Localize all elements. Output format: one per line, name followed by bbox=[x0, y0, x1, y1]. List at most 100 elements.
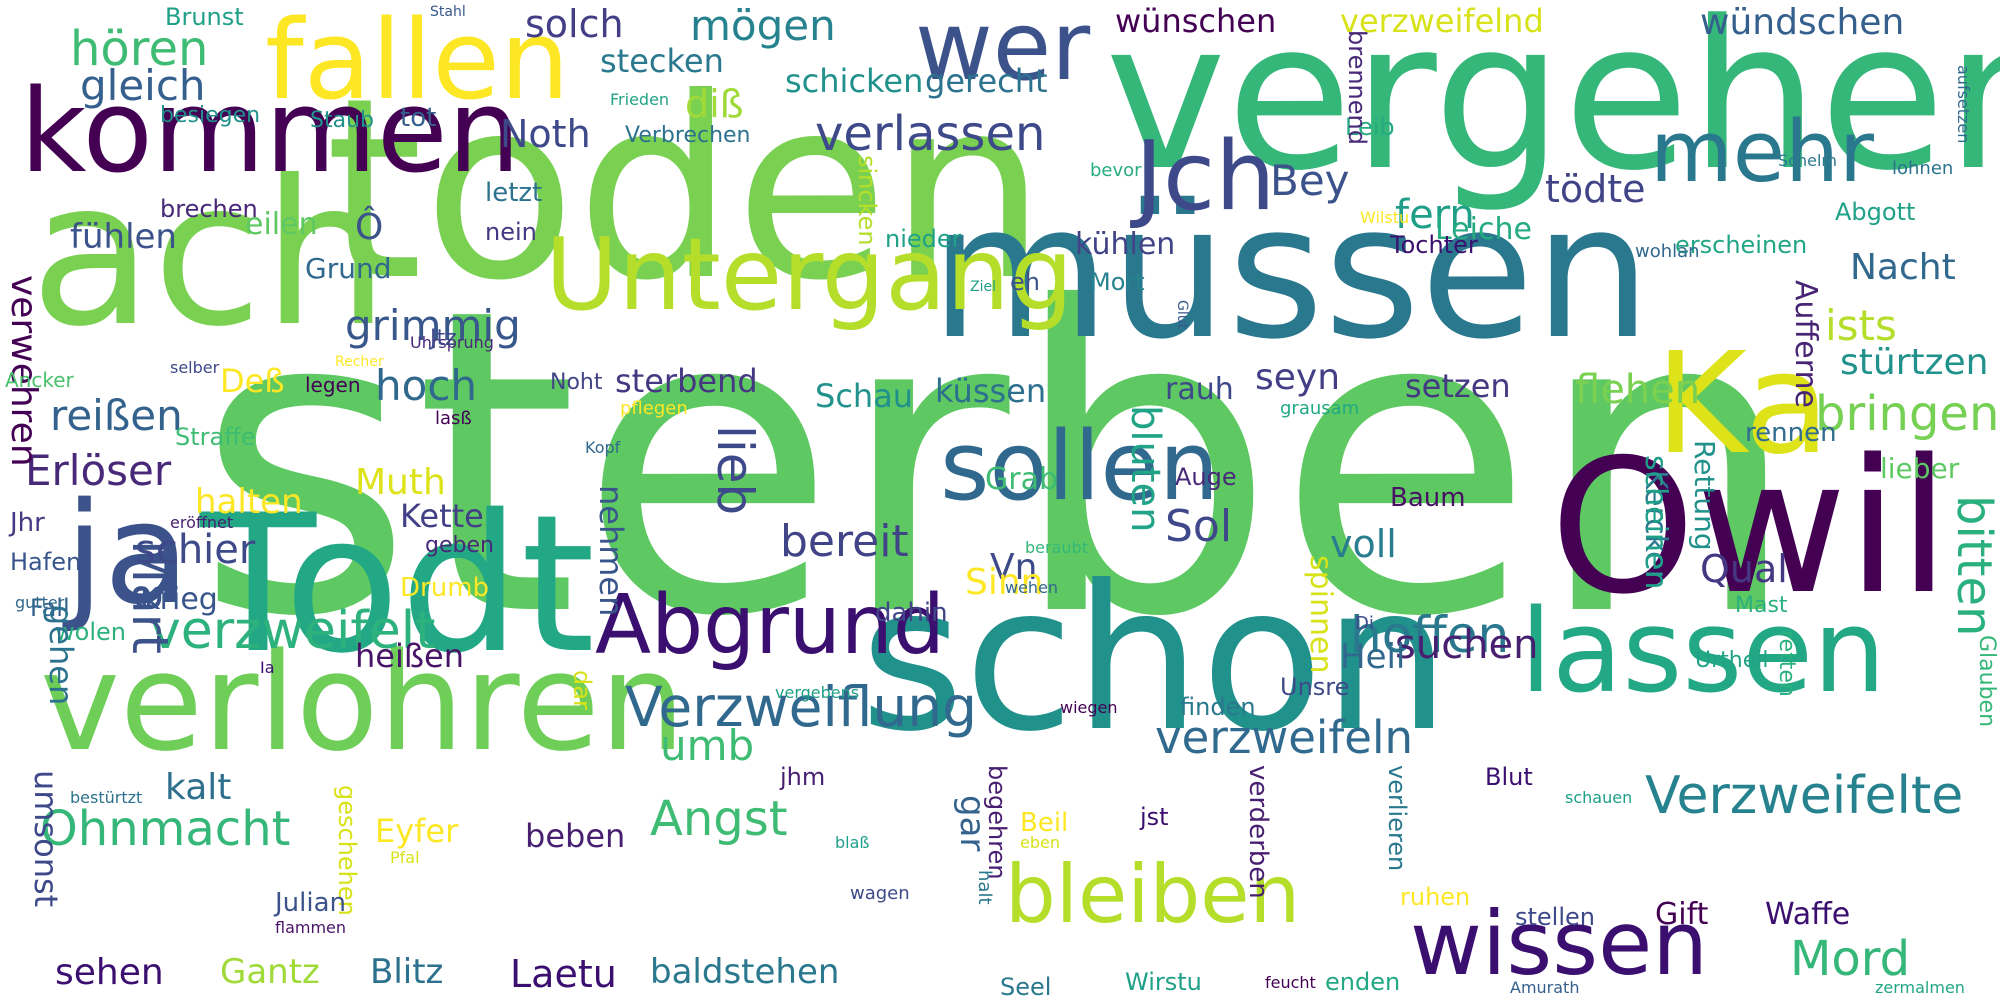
cloud-word: retten bbox=[1774, 630, 1799, 697]
cloud-word: voll bbox=[1330, 522, 1397, 566]
cloud-word: Straffe bbox=[175, 423, 256, 451]
cloud-word: enden bbox=[1325, 968, 1401, 996]
cloud-word: seyn bbox=[1255, 357, 1341, 398]
cloud-word: verlassen bbox=[815, 106, 1046, 162]
cloud-word: lieb bbox=[706, 425, 764, 516]
cloud-word: Seel bbox=[1000, 973, 1052, 1000]
cloud-word: gleich bbox=[80, 61, 206, 110]
cloud-word: feucht bbox=[1265, 973, 1316, 992]
cloud-word: bereit bbox=[780, 516, 909, 567]
cloud-word: fühlen bbox=[70, 217, 177, 257]
cloud-word: Abgott bbox=[1835, 198, 1916, 226]
cloud-word: Mort bbox=[1090, 268, 1145, 296]
cloud-word: Brunst bbox=[165, 3, 244, 31]
cloud-word: schauen bbox=[1565, 788, 1633, 807]
cloud-word: blaß bbox=[835, 833, 870, 852]
cloud-word: Waffe bbox=[1765, 897, 1851, 932]
cloud-word: Untergang bbox=[545, 216, 1074, 333]
cloud-word: Auge bbox=[1175, 463, 1237, 491]
cloud-word: mögen bbox=[690, 1, 836, 50]
cloud-word: Abgrund bbox=[595, 578, 945, 673]
cloud-word: Erlöser bbox=[25, 446, 172, 495]
cloud-word: eben bbox=[1020, 833, 1060, 852]
cloud-word: Fall bbox=[30, 594, 70, 622]
cloud-word: dahin bbox=[875, 598, 948, 628]
cloud-word: Laetu bbox=[510, 952, 617, 996]
cloud-word: halt bbox=[974, 870, 995, 905]
cloud-word: Noth bbox=[500, 112, 591, 156]
cloud-word: spinnen bbox=[1303, 555, 1338, 674]
cloud-word: Tochter bbox=[1390, 231, 1478, 259]
cloud-word: solch bbox=[525, 2, 624, 46]
cloud-word: Wirstu bbox=[1125, 968, 1202, 996]
cloud-word: müssen bbox=[930, 164, 1652, 380]
cloud-word: wohlan bbox=[1635, 241, 1700, 262]
cloud-word: wer bbox=[915, 0, 1091, 102]
cloud-word: schicken bbox=[785, 62, 924, 100]
cloud-word: fallen bbox=[265, 0, 570, 124]
cloud-word: sehen bbox=[55, 952, 164, 993]
cloud-word: Uhrsprung bbox=[410, 333, 494, 352]
cloud-word: besiegen bbox=[160, 103, 261, 128]
cloud-word: hoch bbox=[375, 361, 478, 410]
cloud-word: rennen bbox=[1745, 418, 1837, 448]
cloud-word: beraubt bbox=[1025, 538, 1088, 557]
cloud-word: Kette bbox=[400, 497, 484, 535]
cloud-word: ach bbox=[30, 138, 390, 371]
cloud-word: sollen bbox=[940, 412, 1220, 522]
cloud-word: legen bbox=[305, 373, 361, 397]
cloud-word: bestürtzt bbox=[70, 788, 143, 807]
cloud-word: sincken bbox=[853, 155, 881, 246]
cloud-word: Jch bbox=[1135, 122, 1276, 232]
cloud-word: Sol bbox=[1165, 501, 1233, 552]
cloud-word: lohnen bbox=[1892, 158, 1954, 179]
cloud-word: verzweifelnd bbox=[1340, 2, 1544, 40]
cloud-word: Krieg bbox=[140, 582, 218, 617]
cloud-word: umb bbox=[660, 721, 755, 770]
cloud-word: Baum bbox=[1390, 483, 1466, 513]
cloud-word: suchen bbox=[1395, 622, 1539, 668]
cloud-word: Amurath bbox=[1510, 978, 1580, 997]
cloud-word: Ka bbox=[1655, 323, 1831, 486]
cloud-word: stellen bbox=[1515, 903, 1595, 931]
cloud-word: nieder bbox=[885, 225, 962, 253]
cloud-word: gutter bbox=[15, 593, 65, 612]
cloud-word: diß bbox=[685, 82, 744, 126]
cloud-word: Beil bbox=[1020, 808, 1069, 838]
cloud-word: Jhr bbox=[10, 508, 45, 538]
cloud-word: Ziel bbox=[970, 279, 996, 295]
cloud-word: rauh bbox=[1165, 372, 1234, 407]
cloud-word: gehen bbox=[42, 605, 80, 706]
cloud-word: Heil bbox=[1340, 637, 1406, 677]
cloud-word: sterbend bbox=[615, 362, 758, 400]
cloud-word: Todt bbox=[200, 474, 596, 695]
cloud-word: halten bbox=[195, 482, 303, 522]
cloud-word: mehr bbox=[1650, 103, 1874, 202]
cloud-word: bevor bbox=[1090, 160, 1142, 181]
cloud-word: erscheinen bbox=[1675, 231, 1808, 259]
cloud-word: toden bbox=[325, 44, 1047, 335]
cloud-word: eh bbox=[1010, 268, 1040, 296]
cloud-word: wiegen bbox=[1060, 698, 1118, 717]
cloud-word: Ia bbox=[260, 658, 275, 677]
cloud-word: vergebens bbox=[775, 683, 860, 702]
cloud-word: bringen bbox=[1815, 386, 2000, 442]
cloud-word: Leib bbox=[1345, 113, 1395, 141]
cloud-word: Stahl bbox=[430, 4, 466, 20]
cloud-word: Ô bbox=[355, 207, 384, 248]
cloud-word: hoffen bbox=[1350, 606, 1510, 664]
cloud-word: verderben bbox=[1243, 765, 1273, 899]
cloud-word: verlieren bbox=[1383, 765, 1411, 872]
cloud-word: kalt bbox=[165, 767, 232, 808]
cloud-word: Frieden bbox=[610, 90, 670, 109]
cloud-word: Gift bbox=[1655, 897, 1709, 932]
cloud-word: wünschen bbox=[1115, 2, 1277, 40]
cloud-word: Blut bbox=[1485, 763, 1533, 791]
cloud-word: Schau bbox=[815, 377, 914, 415]
cloud-word: Angst bbox=[650, 791, 788, 847]
cloud-word: wündschen bbox=[1700, 2, 1905, 43]
cloud-word: beben bbox=[525, 817, 626, 855]
cloud-word: Recher bbox=[335, 354, 384, 370]
cloud-word: gar bbox=[952, 795, 992, 852]
cloud-word: brennend bbox=[1343, 30, 1371, 145]
